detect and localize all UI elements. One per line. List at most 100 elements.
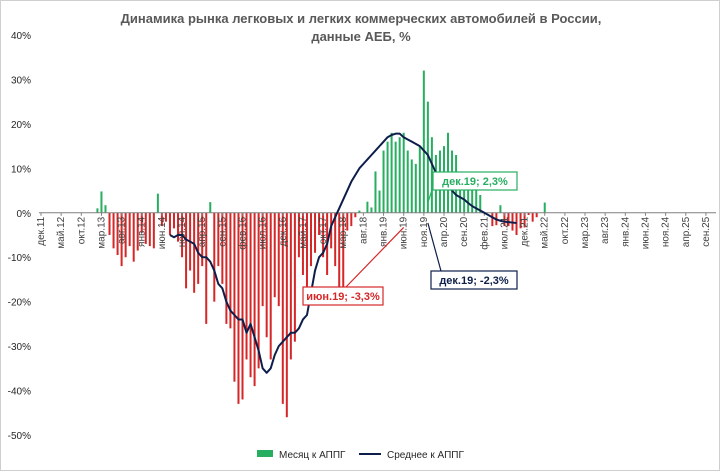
bar [459,175,462,213]
bar [124,212,127,258]
callout-label: июн.19; -3,3% [306,291,380,303]
bar [430,137,433,213]
callout-label: дек.19; 2,3% [442,176,508,188]
x-tick-label: янв.19 [379,216,390,247]
bar [237,212,240,404]
callout-box [430,270,518,290]
chart-title: Динамика рынка легковых и легких коммерч… [121,11,602,26]
bar [269,212,272,360]
bar [120,212,123,267]
bar [209,202,212,213]
callout-leader [427,186,434,203]
x-tick-label: дек.11 [36,216,47,245]
x-tick-label: июн.19 [399,216,410,249]
bar [193,212,196,293]
bar [185,212,188,289]
bar [164,212,167,222]
bar [342,212,345,293]
bar [543,202,546,213]
legend-label-bar: Месяц к АППГ [279,450,346,461]
bar [414,163,417,213]
bar [289,212,292,360]
legend-swatch-bar [257,450,273,457]
bar [253,212,256,387]
bar [177,212,180,242]
bar [96,208,99,213]
bar [116,212,119,255]
bar [354,212,357,218]
legend-label-line: Среднее к АППГ [387,450,464,461]
bar [410,159,413,213]
x-tick-label: сен.25 [701,216,712,246]
bar [128,212,131,247]
bar [310,212,313,267]
bar [245,212,248,360]
x-tick-label: авг.13 [117,216,128,244]
bar [100,191,103,213]
bar [277,212,280,307]
x-tick-label: авг.18 [358,216,369,244]
bar [221,212,224,284]
annotations: дек.19; 2,3% июн.19; -3,3% дек.19; -2,3% [302,171,518,306]
bar [257,212,260,369]
bar [249,212,252,378]
x-tick-label: сен.20 [459,216,470,246]
bar [201,212,204,267]
bar [479,195,482,213]
bar [370,207,373,213]
bar [471,177,474,213]
x-tick-label: дек.16 [278,216,289,246]
bar [152,212,155,249]
bar [390,132,393,213]
bar [233,212,236,382]
y-tick-label: 20% [11,120,31,131]
average-line [169,132,517,374]
x-axis: дек.11 май.12 окт.12 мар.13 авг.13 янв.14 июн.… [36,212,712,250]
bar [523,212,526,228]
y-tick-label: -40% [8,387,31,398]
bar [475,172,478,213]
bar [350,212,353,227]
x-tick-label: окт.22 [560,216,571,244]
y-tick-label: 10% [11,164,31,175]
x-tick-label: апр.15 [197,216,208,247]
x-tick-label: май.12 [56,216,67,248]
bar [273,212,276,298]
x-tick-label: июн.14 [157,216,168,249]
bar [382,150,385,213]
bar [205,212,208,324]
bar [406,150,409,213]
bar [104,205,107,213]
bar [515,212,518,235]
bar [322,212,325,258]
chart-subtitle: данные АЕБ, % [311,29,411,44]
bar [265,212,268,338]
y-tick-label: -10% [8,253,31,264]
bar [358,210,361,213]
x-tick-label: дек.21 [520,216,531,246]
callout-box [432,171,518,191]
x-tick-label: мар.18 [338,216,349,248]
x-tick-label: ноя.19 [419,216,430,247]
bar [132,212,135,262]
y-axis: 40% 30% 20% 10% 0% -10% -20% -30% -40% -50% [8,31,31,442]
bar [261,212,264,307]
bar [140,212,143,233]
callout-label: дек.19; -2,3% [439,275,509,287]
bar [527,212,530,215]
bar [535,212,538,218]
y-tick-label: 0% [17,209,32,220]
bar [503,212,506,227]
legend: Месяц к АППГ Среднее к АППГ [257,450,464,461]
bar [398,137,401,213]
x-tick-label: мар.23 [580,216,591,248]
callout-leader [345,227,405,288]
x-tick-label: авг.23 [600,216,611,244]
bar [378,190,381,213]
bar [318,212,321,235]
x-tick-label: янв.14 [137,216,148,247]
x-tick-label: июл.21 [499,216,510,249]
bar [168,212,171,235]
bar [301,212,304,275]
